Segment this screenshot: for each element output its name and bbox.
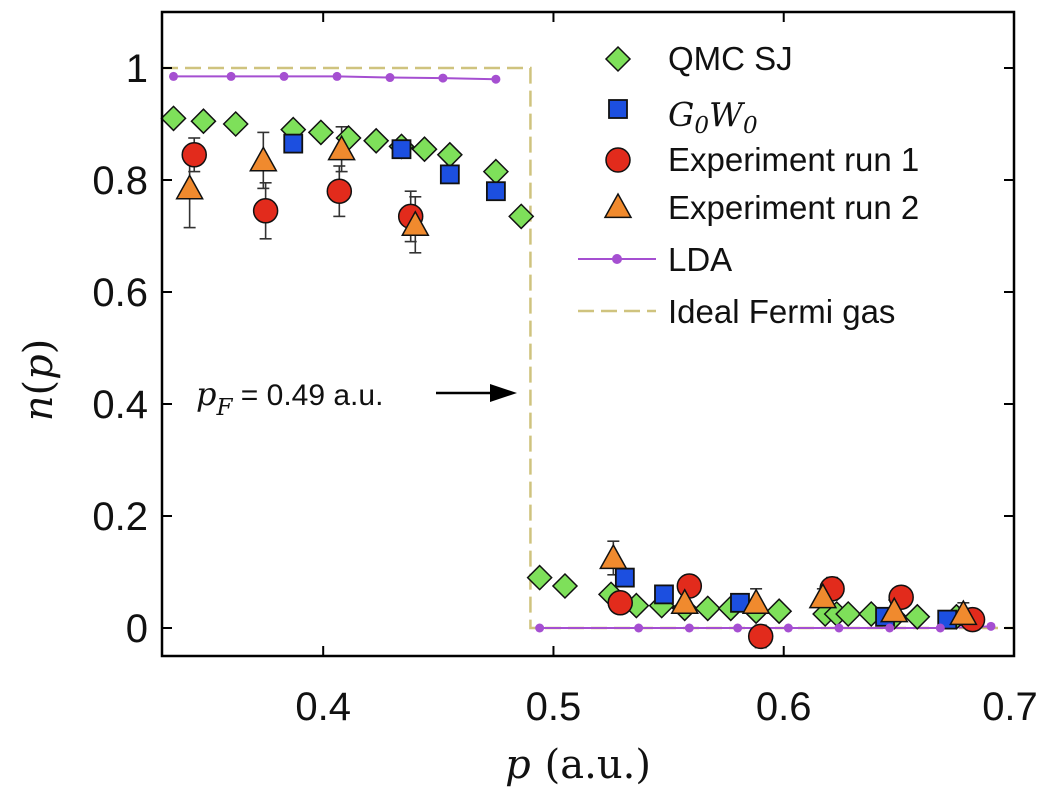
legend-markers [578,45,656,313]
point-exp2 [327,134,356,161]
legend-marker-exp2 [603,192,633,219]
legend-label-qmc: QMC SJ [668,40,793,77]
point-lda [279,71,289,81]
point-qmc [551,572,579,600]
y-axis-close-paren: ) [16,339,62,355]
legend-marker-lda [612,254,622,264]
annotation-arrowhead [490,384,517,402]
point-lda [733,623,743,633]
point-g0w0 [283,133,304,154]
y-tick-label: 0.2 [92,495,148,539]
x-axis-var: p [505,742,531,788]
point-qmc [694,595,721,622]
legend-g0w0-sub2: 0 [743,113,758,139]
legend-g0w0-sub1: 0 [694,113,709,139]
y-tick-label: 0.6 [92,271,148,315]
legend-label-g0w0: G0W0 [668,95,758,139]
point-exp2 [401,210,430,236]
point-qmc [526,564,553,591]
point-g0w0 [391,139,412,160]
y-axis-open-paren: ( [16,380,62,396]
point-exp1 [326,178,353,204]
x-tick-label: 0.5 [526,685,582,729]
legend-marker-qmc [604,45,632,73]
point-exp2 [808,582,838,609]
point-lda [986,621,996,631]
y-axis-func: n [16,396,62,422]
point-qmc [222,110,249,138]
annotation-sub: F [215,395,233,421]
y-axis-arg: p [16,354,62,380]
point-exp2 [175,173,204,200]
y-tick-label: 1 [126,47,148,91]
point-qmc [482,158,509,185]
point-exp1 [747,623,774,650]
point-exp2 [599,543,628,570]
x-tick-label: 0.7 [982,685,1038,729]
fermi-momentum-label: pF = 0.49 a.u. [196,375,383,421]
point-exp2 [741,588,771,614]
point-qmc [411,136,438,163]
point-g0w0 [485,181,506,202]
point-exp1 [676,573,703,599]
point-qmc [363,127,390,154]
data-markers [160,71,996,650]
point-lda [226,71,236,81]
point-lda [834,623,844,633]
point-exp2 [249,145,278,172]
point-lda [935,623,945,633]
point-lda [169,71,179,81]
axes: 0.4 0.5 0.6 0.7 0 0.2 0.4 0.6 0.8 1 [92,10,1038,729]
point-qmc [436,141,463,168]
point-lda [634,623,644,633]
legend-label-lda: LDA [668,241,732,278]
point-qmc [508,203,535,230]
x-axis-unit: (a.u.) [545,742,651,788]
point-lda [885,623,895,633]
point-lda [535,623,545,633]
y-tick-label: 0.4 [92,383,148,427]
legend-marker-g0w0 [608,99,628,119]
point-qmc [904,603,931,630]
legend-label-exp2: Experiment run 2 [668,189,919,226]
point-qmc [160,105,187,132]
point-lda [385,73,395,83]
point-g0w0 [614,567,635,588]
point-qmc [190,108,217,135]
y-axis-label: n(p) [16,339,62,422]
legend-label-exp1: Experiment run 1 [668,141,919,178]
point-lda [491,74,501,84]
series-ideal-line [162,66,1014,630]
legend-label-ideal: Ideal Fermi gas [668,293,895,330]
point-lda [783,623,793,633]
fermi-momentum-annotation: pF = 0.49 a.u. [196,375,517,421]
point-exp2 [670,588,699,614]
x-tick-label: 0.4 [295,685,351,729]
point-exp1 [181,142,207,168]
point-qmc [766,598,793,625]
point-qmc [835,600,862,628]
point-exp1 [252,198,279,224]
point-g0w0 [654,584,674,605]
point-lda [332,71,342,81]
legend-g0w0-main: G [668,95,694,134]
point-exp2 [879,596,909,623]
annotation-var: p [196,375,216,413]
legend-g0w0-mid: W [709,95,746,134]
point-exp2 [949,599,978,626]
point-qmc [307,119,334,146]
y-tick-label: 0 [126,607,148,651]
legend-marker-exp1 [605,147,631,173]
point-lda [684,623,694,633]
x-axis-label: p (a.u.) [505,742,651,788]
annotation-text: = 0.49 a.u. [232,379,383,412]
y-tick-label: 0.8 [92,159,148,203]
point-exp1 [607,590,633,616]
x-tick-label: 0.6 [756,685,812,729]
point-lda [438,73,448,83]
plot-frame [160,10,1016,658]
point-g0w0 [439,164,460,185]
legend: QMC SJ G0W0 Experiment run 1 Experiment … [578,40,919,330]
